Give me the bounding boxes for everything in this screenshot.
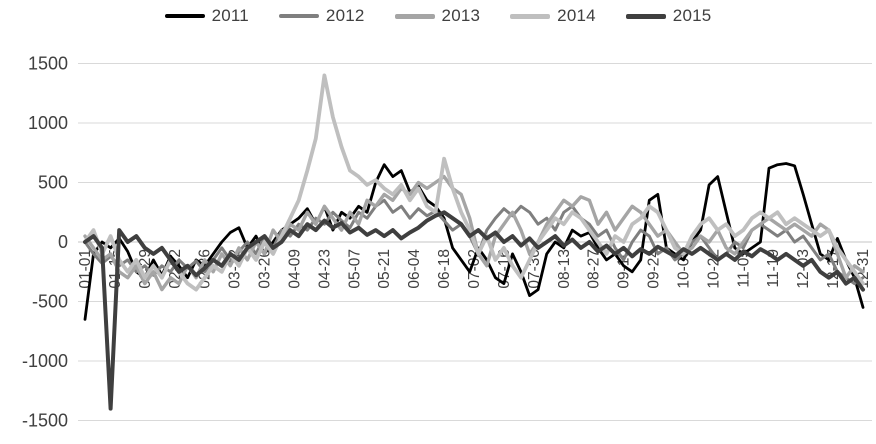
legend-label: 2013: [441, 6, 481, 25]
legend-item-2011: 2011: [164, 6, 249, 26]
legend-swatch-2014: [510, 13, 551, 19]
x-tick-label: 08-27: [586, 249, 603, 289]
legend-swatch-2011: [164, 14, 205, 18]
y-axis-labels: 1500 1000 500 0 -500 -1000 -1500: [22, 54, 68, 431]
y-tick-label: -1500: [22, 411, 68, 431]
x-tick-label: 04-23: [316, 249, 333, 289]
series-line-2014: [83, 73, 865, 292]
x-tick-label: 06-04: [406, 249, 423, 289]
series-line-2015: [83, 210, 865, 411]
x-tick-label: 04-09: [287, 249, 304, 289]
legend-item-2013: 2013: [394, 6, 481, 26]
legend-swatch-2012: [278, 14, 319, 18]
y-tick-label: -1000: [22, 351, 68, 371]
x-tick-label: 06-18: [436, 249, 453, 289]
x-tick-label: 05-21: [376, 249, 393, 289]
legend-label: 2015: [672, 6, 712, 25]
chart-legend: 2011 2012 2013 2014 2015: [0, 6, 876, 26]
legend-swatch-2015: [625, 13, 666, 19]
x-tick-label: 11-05: [735, 249, 752, 288]
legend-label: 2014: [557, 6, 596, 25]
x-tick-label: 05-07: [346, 249, 363, 289]
x-tick-label: 09-24: [646, 249, 663, 289]
y-tick-label: 500: [38, 173, 68, 193]
series-lines: [83, 73, 865, 411]
y-tick-label: -500: [32, 292, 68, 312]
legend-item-2014: 2014: [510, 6, 596, 26]
gridlines: [78, 63, 872, 421]
y-tick-label: 1000: [28, 113, 68, 133]
y-tick-label: 1500: [28, 54, 68, 74]
legend-label: 2012: [325, 6, 365, 25]
x-tick-label: 03-26: [257, 249, 274, 289]
x-tick-label: 08-13: [556, 249, 573, 289]
x-tick-label: 12-03: [795, 249, 812, 289]
x-tick-label: 07-02: [466, 249, 483, 289]
legend-item-2012: 2012: [278, 6, 365, 26]
legend-item-2015: 2015: [625, 6, 712, 26]
y-tick-label: 0: [58, 232, 68, 252]
legend-swatch-2013: [394, 13, 435, 19]
legend-label: 2011: [211, 6, 249, 25]
